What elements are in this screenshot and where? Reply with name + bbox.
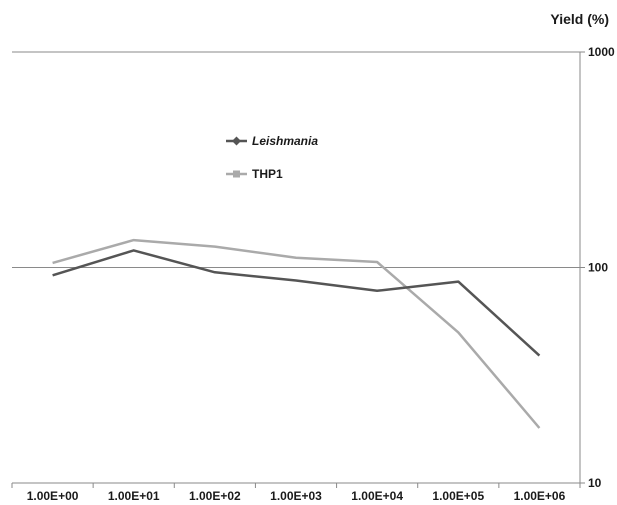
y-axis-label: Yield (%) xyxy=(550,11,609,27)
legend-label: Leishmania xyxy=(252,134,318,148)
x-tick-labels: 1.00E+00 1.00E+01 1.00E+02 1.00E+03 1.00E+04… xyxy=(11,483,581,503)
series-line-leishmania xyxy=(52,249,541,357)
gridlines xyxy=(12,51,580,268)
x-tick-label: 1.00E+06 xyxy=(514,489,566,503)
x-tick-label: 1.00E+05 xyxy=(432,489,484,503)
y-tick-labels: 1000 100 10 xyxy=(580,45,615,490)
x-tick-label: 1.00E+04 xyxy=(351,489,403,503)
series-line-thp1 xyxy=(52,238,541,429)
x-tick-label: 1.00E+03 xyxy=(270,489,322,503)
x-tick-label: 1.00E+01 xyxy=(108,489,160,503)
y-tick-label: 1000 xyxy=(588,45,615,59)
y-tick-label: 100 xyxy=(588,261,608,275)
legend: Leishmania THP1 xyxy=(226,134,318,181)
y-tick-label: 10 xyxy=(588,476,602,490)
series-lines xyxy=(52,238,541,429)
x-tick-label: 1.00E+02 xyxy=(189,489,241,503)
legend-marker-diamond xyxy=(232,136,241,146)
legend-marker-square xyxy=(233,170,240,178)
x-tick-label: 1.00E+00 xyxy=(27,489,79,503)
legend-label: THP1 xyxy=(252,167,283,181)
